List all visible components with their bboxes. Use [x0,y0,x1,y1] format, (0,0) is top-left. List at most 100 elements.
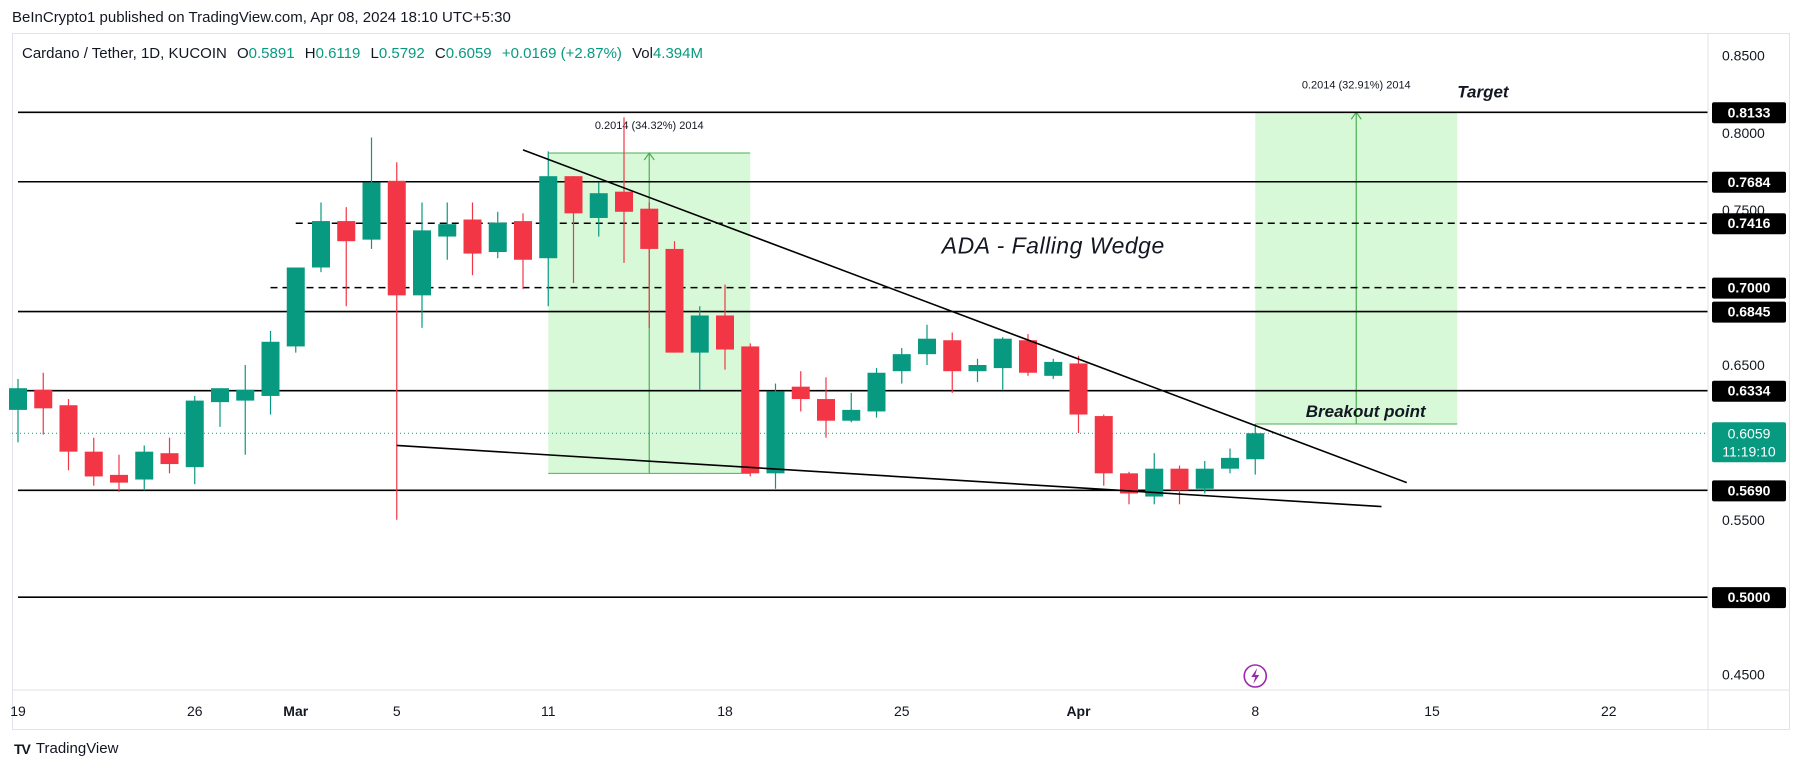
candle-body-up [236,389,255,401]
candle-body-up [135,451,154,480]
legend-symbol: Cardano / Tether, 1D, KUCOIN [22,45,227,62]
x-tick-label: 25 [894,703,910,719]
candle-body-down [640,208,659,249]
countdown-label: 11:19:10 [1722,443,1776,459]
candle-body-down [564,176,583,214]
measure-label: 0.2014 (32.91%) 2014 [1302,79,1411,91]
candle-body-up [413,230,431,296]
publisher-line: BeInCrypto1 published on TradingView.com… [12,9,511,26]
x-tick-label: 8 [1251,703,1259,719]
candle-body-down [1019,340,1037,373]
legend-change: +0.0169 (+2.87%) [501,45,622,62]
lightning-bolt-icon [1251,668,1260,684]
x-tick-label: Mar [283,703,308,719]
y-tick-label: 0.8500 [1722,47,1765,63]
candle-body-up [286,267,305,347]
candle-body-up [993,338,1012,369]
legend-low-label: L [370,45,379,62]
y-tick-label: 0.4500 [1722,667,1765,683]
level-price-tag-label: 0.5000 [1728,589,1771,605]
x-tick-label: 11 [541,703,556,719]
x-tick-label: 18 [717,703,733,719]
level-price-tag-label: 0.6334 [1728,383,1771,399]
footer-brand[interactable]: TV TradingView [14,740,118,757]
candle-body-down [387,180,406,296]
x-tick-label: 26 [187,703,203,719]
chart-annotation: Breakout point [1306,402,1427,421]
candle-body-up [539,176,558,259]
candle-body-up [690,315,709,353]
candle-body-up [867,372,886,412]
trend-line-wedge-upper [522,149,1408,484]
candle-body-up [968,365,987,372]
legend-low-value: 0.5792 [378,45,425,62]
candle-body-up [438,224,457,237]
candle-body-up [589,193,608,218]
level-price-tag [1712,171,1786,193]
chart-annotation: ADA - Falling Wedge [940,233,1165,259]
legend-volume-label: Vol [632,45,653,62]
chart-annotation: Target [1457,82,1510,101]
level-price-tag-label: 0.7416 [1728,215,1771,231]
candle-body-up [9,388,27,410]
candle-body-down [817,399,835,421]
candle-body-up [1246,433,1265,460]
legend-close-value: 0.6059 [445,45,492,62]
level-price-tag [1712,301,1786,323]
candle-body-up [1221,457,1239,469]
candle-body-down [943,340,962,372]
tradingview-logo-icon: TV [14,740,31,757]
candle-body-up [488,222,507,253]
x-tick-label: 22 [1601,703,1617,719]
level-price-tag-label: 0.7684 [1728,174,1771,190]
candle-body-up [842,409,861,421]
candle-body-up [261,341,280,396]
x-tick-label: Apr [1066,703,1091,719]
candle-body-down [160,453,179,465]
ohlc-legend: Cardano / Tether, 1D, KUCOIN O0.5891 H0.… [22,45,703,62]
footer-brand-label: TradingView [35,740,119,757]
level-price-tag [1712,213,1786,235]
level-price-tag-label: 0.5690 [1728,482,1771,498]
level-price-tag [1712,277,1786,299]
candle-body-down [1094,416,1113,474]
measure-label: 0.2014 (34.32%) 2014 [595,120,704,132]
chart-frame [12,33,1790,730]
candle-body-down [665,248,684,353]
candle-body-down [463,219,482,254]
legend-close-label: C [434,45,446,62]
y-tick-label: 0.5500 [1722,512,1765,528]
candle-body-up [362,182,381,240]
candle-body-up [892,354,911,372]
candle-body-down [791,386,810,400]
candle-body-up [1044,361,1063,376]
x-tick-label: 5 [393,703,401,719]
candle-body-down [59,405,78,452]
candle-body-down [716,315,734,350]
level-price-tag [1712,480,1786,502]
candle-body-down [337,221,356,242]
x-tick-label: 15 [1424,703,1440,719]
level-price-tag-label: 0.8133 [1728,104,1771,120]
legend-open-value: 0.5891 [248,45,295,62]
candle-body-up [211,388,229,403]
level-price-tag [1712,102,1786,124]
level-price-tag-label: 0.6845 [1728,304,1771,320]
legend-open-label: O [237,45,249,62]
level-price-tag-label: 0.7000 [1728,280,1771,296]
last-price-tag [1712,422,1786,463]
y-tick-label: 0.6500 [1722,357,1765,373]
candle-body-up [766,391,785,474]
candle-body-up [1145,468,1164,497]
measure-arrow-head [643,151,655,161]
candle-body-up [918,338,936,355]
candle-body-down [84,451,103,477]
candle-body-up [1195,468,1214,489]
candle-body-down [615,191,633,212]
x-tick-label: 19 [10,703,26,719]
legend-high-value: 0.6119 [315,45,361,62]
trend-line-wedge-lower [396,444,1382,508]
candle-body-down [1170,468,1189,491]
candle-body-up [185,400,204,468]
